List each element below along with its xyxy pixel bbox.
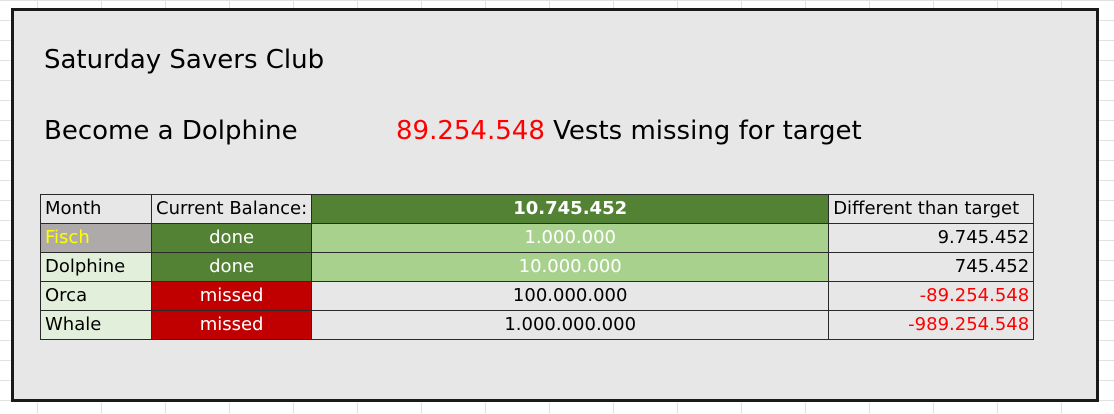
table-row: Orca missed 100.000.000 -89.254.548 xyxy=(40,281,1035,311)
table-row: Fisch done 1.000.000 9.745.452 xyxy=(40,223,1035,253)
current-balance-value[interactable]: 10.745.452 xyxy=(311,194,830,224)
row-difference[interactable]: -989.254.548 xyxy=(828,310,1035,340)
missing-text: Vests missing for target xyxy=(553,116,862,146)
row-target[interactable]: 1.000.000 xyxy=(311,223,830,253)
row-target[interactable]: 10.000.000 xyxy=(311,252,830,282)
missing-amount: 89.254.548 xyxy=(396,116,545,146)
row-difference[interactable]: -89.254.548 xyxy=(828,281,1035,311)
savings-table: Month Current Balance: 10.745.452 Differ… xyxy=(40,194,1035,340)
goal-text: Become a Dolphine xyxy=(44,116,298,146)
missing-summary: 89.254.548 Vests missing for target xyxy=(396,116,862,146)
row-difference[interactable]: 745.452 xyxy=(828,252,1035,282)
row-target[interactable]: 1.000.000.000 xyxy=(311,310,830,340)
month-header[interactable]: Month xyxy=(40,194,152,224)
row-status[interactable]: missed xyxy=(150,310,313,340)
row-name[interactable]: Fisch xyxy=(40,223,152,253)
row-status[interactable]: done xyxy=(150,223,313,253)
table-header-row: Month Current Balance: 10.745.452 Differ… xyxy=(40,194,1035,224)
row-target[interactable]: 100.000.000 xyxy=(311,281,830,311)
row-status[interactable]: done xyxy=(150,252,313,282)
row-difference[interactable]: 9.745.452 xyxy=(828,223,1035,253)
club-title: Saturday Savers Club xyxy=(44,45,325,75)
row-name[interactable]: Dolphine xyxy=(40,252,152,282)
table-row: Whale missed 1.000.000.000 -989.254.548 xyxy=(40,310,1035,340)
current-balance-label[interactable]: Current Balance: xyxy=(150,194,313,224)
table-row: Dolphine done 10.000.000 745.452 xyxy=(40,252,1035,282)
row-status[interactable]: missed xyxy=(150,281,313,311)
difference-header[interactable]: Different than target xyxy=(828,194,1035,224)
savings-panel: Saturday Savers Club Become a Dolphine 8… xyxy=(11,8,1099,402)
row-name[interactable]: Orca xyxy=(40,281,152,311)
row-name[interactable]: Whale xyxy=(40,310,152,340)
